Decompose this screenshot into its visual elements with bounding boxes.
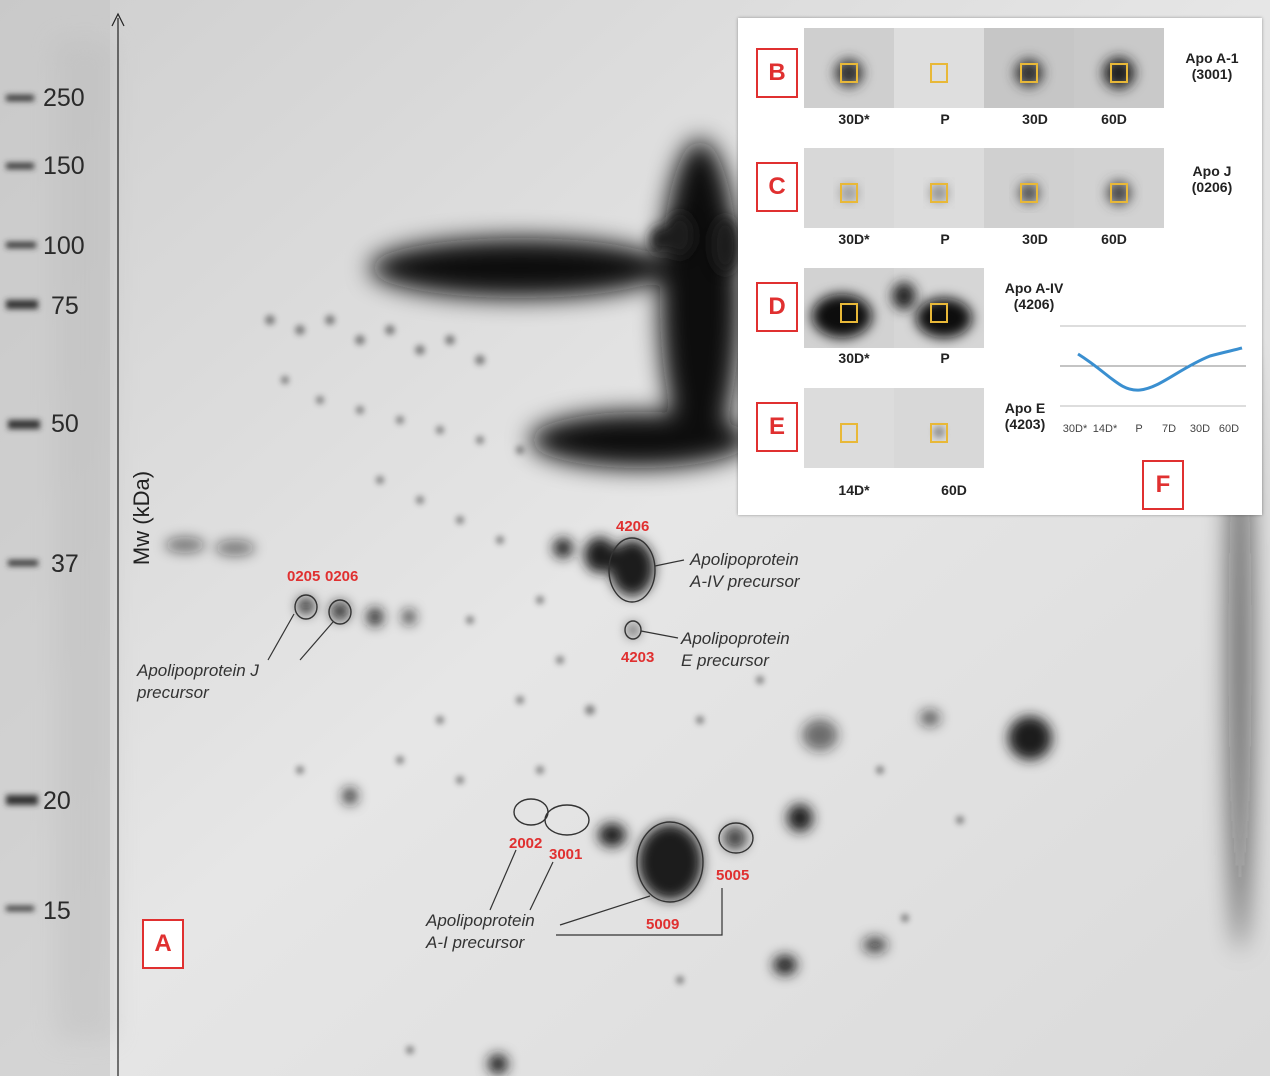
condition-label: P — [940, 111, 950, 127]
mw-marker-250: 250 — [43, 84, 85, 112]
condition-label: P — [940, 350, 950, 366]
apo-j-label: Apo J (0206) — [1191, 163, 1233, 195]
condition-label: 60D — [1101, 231, 1127, 247]
marker-bands — [6, 95, 40, 911]
apo-e-label: Apo E (4203) — [1004, 400, 1046, 432]
trend-chart — [1060, 325, 1246, 407]
condition-label: 30D — [1022, 111, 1048, 127]
panel-label-a: A — [142, 919, 184, 969]
condition-label: 60D — [1101, 111, 1127, 127]
condition-label: 30D — [1022, 231, 1048, 247]
apo-j-spot-images — [804, 148, 1164, 228]
apo-a4-label: Apo A-IV (4206) — [1004, 280, 1064, 312]
trend-line — [1077, 346, 1243, 392]
mw-marker-100: 100 — [43, 232, 85, 260]
panel-label-b: B — [756, 48, 798, 98]
mw-marker-37: 37 — [51, 550, 79, 578]
mw-marker-75: 75 — [51, 292, 79, 320]
spot-id-4203: 4203 — [621, 649, 655, 666]
apo-a4-spot-images — [804, 268, 984, 348]
panel-label-e: E — [756, 402, 798, 452]
trend-x-label: 7D — [1161, 423, 1177, 435]
mw-marker-150: 150 — [43, 152, 85, 180]
trend-x-label: 14D* — [1092, 423, 1118, 435]
inset-panels: B 30D* P 30D 60D Apo A-1 (3001) C 30D* P … — [738, 18, 1262, 515]
annotation-apo-a1: Apolipoprotein A-I precursor — [426, 911, 535, 952]
spot-id-0205: 0205 — [287, 568, 321, 585]
mw-marker-50: 50 — [51, 410, 79, 438]
panel-label-f: F — [1142, 460, 1184, 510]
spot-id-0206: 0206 — [325, 568, 359, 585]
apo-e-spot-images — [804, 388, 984, 468]
trend-x-label: 60D — [1218, 423, 1240, 435]
panel-label-c: C — [756, 162, 798, 212]
apo-a1-spot-images — [804, 28, 1164, 108]
spot-id-5005: 5005 — [716, 867, 750, 884]
trend-x-label: 30D — [1189, 423, 1211, 435]
condition-label: 30D* — [838, 111, 870, 127]
condition-label: 30D* — [838, 350, 870, 366]
apo-a1-label: Apo A-1 (3001) — [1185, 50, 1239, 82]
mw-axis-label: Mw (kDa) — [129, 470, 154, 566]
trend-x-label: P — [1135, 423, 1143, 435]
mw-marker-15: 15 — [43, 897, 71, 925]
mw-marker-20: 20 — [43, 787, 71, 815]
condition-label: 30D* — [838, 231, 870, 247]
condition-label: 14D* — [838, 482, 870, 498]
panel-label-d: D — [756, 282, 798, 332]
condition-label: P — [940, 231, 950, 247]
annotation-apo-a4: Apolipoprotein A-IV precursor — [690, 550, 800, 591]
spot-id-5009: 5009 — [646, 916, 680, 933]
trend-x-label: 30D* — [1062, 423, 1088, 435]
condition-label: 60D — [941, 482, 967, 498]
spot-id-4206: 4206 — [616, 518, 650, 535]
annotation-apo-e: Apolipoprotein E precursor — [681, 629, 790, 670]
spot-id-3001: 3001 — [549, 846, 583, 863]
spot-id-2002: 2002 — [509, 835, 543, 852]
